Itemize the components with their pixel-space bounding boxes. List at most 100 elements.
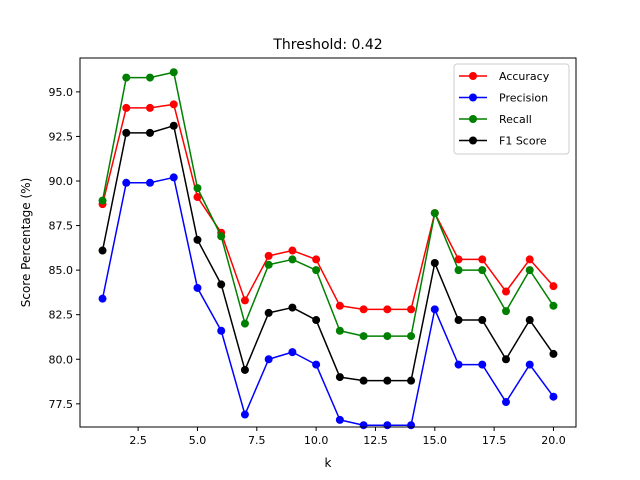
data-point-recall [525, 266, 534, 275]
data-point-accuracy [407, 305, 416, 314]
data-point-precision [312, 360, 321, 369]
data-point-precision [359, 421, 368, 430]
data-point-accuracy [193, 193, 202, 202]
data-point-precision [264, 355, 273, 364]
data-point-precision [383, 421, 392, 430]
data-point-f1-score [146, 128, 155, 137]
data-point-recall [335, 326, 344, 335]
data-point-precision [122, 178, 131, 187]
data-point-recall [430, 209, 439, 218]
data-point-precision [169, 173, 178, 182]
data-point-recall [478, 266, 487, 275]
x-axis-ticks: 2.5 5.0 7.5 10.0 12.5 15.0 17.5 20.0 [129, 427, 566, 447]
legend-marker-f1-score [469, 136, 477, 145]
data-point-precision [217, 326, 226, 335]
data-point-recall [549, 301, 558, 310]
data-point-precision [146, 178, 155, 187]
legend-label-precision: Precision [499, 92, 548, 105]
x-tick-label: 20.0 [541, 434, 566, 447]
data-point-f1-score [430, 259, 439, 267]
x-tick-label: 17.5 [482, 434, 507, 447]
legend-marker-recall [469, 115, 477, 123]
axes-frame [79, 57, 577, 428]
y-tick-label: 87.5 [49, 220, 74, 233]
data-point-recall [193, 184, 202, 193]
series-layer [98, 68, 558, 430]
data-point-accuracy [240, 296, 249, 305]
chart-title: Threshold: 0.42 [272, 37, 382, 53]
data-point-accuracy [454, 255, 463, 264]
y-tick-label: 82.5 [49, 309, 74, 322]
data-point-recall [454, 266, 463, 275]
data-point-accuracy [359, 305, 368, 314]
data-point-precision [193, 283, 202, 292]
data-point-f1-score [240, 365, 249, 374]
legend-entry-f1-score: F1 Score [459, 135, 547, 148]
x-tick-label: 2.5 [129, 434, 147, 447]
data-point-f1-score [407, 376, 416, 385]
data-point-f1-score [525, 316, 534, 325]
y-tick-label: 90.0 [49, 175, 74, 188]
legend-label-recall: Recall [499, 113, 532, 126]
x-tick-label: 10.0 [304, 434, 329, 447]
legend-entry-precision: Precision [459, 92, 548, 105]
data-point-accuracy [146, 103, 155, 112]
legend-marker-accuracy [469, 72, 477, 80]
data-point-accuracy [383, 305, 392, 314]
y-axis-ticks: 77.5 80.0 82.5 85.0 87.5 90.0 92.5 95.0 [49, 86, 80, 411]
legend-label-f1-score: F1 Score [499, 135, 547, 148]
x-tick-label: 5.0 [189, 434, 207, 447]
data-point-recall [146, 73, 155, 82]
data-point-f1-score [193, 235, 202, 244]
data-point-accuracy [478, 255, 487, 264]
x-tick-label: 12.5 [363, 434, 388, 447]
y-axis-label: Score Percentage (%) [19, 178, 33, 308]
y-tick-label: 92.5 [49, 130, 74, 143]
legend: Accuracy Precision Recall F1 Score [453, 63, 570, 155]
data-point-f1-score [312, 316, 321, 325]
data-point-precision [98, 294, 107, 303]
data-point-f1-score [454, 316, 463, 325]
data-point-precision [288, 348, 297, 357]
data-point-recall [312, 266, 321, 275]
data-point-recall [288, 255, 297, 264]
data-point-precision [335, 415, 344, 424]
data-point-accuracy [312, 255, 321, 264]
legend-entries: Accuracy Precision Recall F1 Score [459, 70, 550, 148]
data-point-recall [264, 260, 273, 269]
data-point-f1-score [98, 246, 107, 255]
data-point-recall [383, 332, 392, 341]
data-point-accuracy [525, 255, 534, 264]
data-point-precision [407, 421, 416, 430]
data-point-precision [525, 360, 534, 369]
data-point-precision [501, 398, 510, 407]
data-point-accuracy [122, 103, 131, 112]
legend-marker-precision [469, 93, 477, 102]
data-point-f1-score [383, 376, 392, 385]
series-recall [98, 68, 558, 341]
data-point-f1-score [359, 376, 368, 385]
data-point-f1-score [169, 121, 178, 130]
data-point-recall [501, 307, 510, 316]
data-point-f1-score [335, 373, 344, 382]
x-axis-label: k [325, 456, 332, 470]
data-point-f1-score [549, 349, 558, 358]
data-point-precision [454, 360, 463, 369]
y-tick-label: 80.0 [49, 353, 74, 366]
data-point-precision [430, 305, 439, 314]
data-point-f1-score [478, 316, 487, 325]
data-point-recall [407, 332, 416, 341]
data-point-accuracy [169, 100, 178, 109]
data-point-recall [240, 319, 249, 328]
series-f1-score [98, 121, 558, 385]
data-point-f1-score [122, 128, 131, 137]
data-point-recall [169, 68, 178, 77]
data-point-accuracy [549, 282, 558, 291]
data-point-accuracy [288, 246, 297, 255]
data-point-recall [98, 196, 107, 205]
y-tick-label: 85.0 [49, 264, 74, 277]
series-precision [98, 173, 558, 430]
legend-entry-recall: Recall [459, 113, 532, 126]
legend-entry-accuracy: Accuracy [459, 70, 550, 83]
